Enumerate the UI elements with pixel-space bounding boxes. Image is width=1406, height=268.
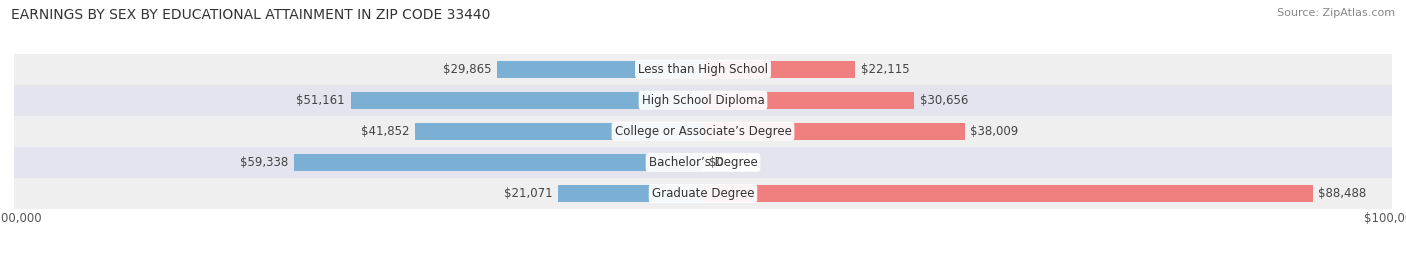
Text: $59,338: $59,338 [240, 156, 288, 169]
Text: High School Diploma: High School Diploma [641, 94, 765, 107]
Text: $0: $0 [709, 156, 723, 169]
Text: Bachelor’s Degree: Bachelor’s Degree [648, 156, 758, 169]
Text: $30,656: $30,656 [920, 94, 969, 107]
Text: $88,488: $88,488 [1319, 187, 1367, 200]
Legend: Male, Female: Male, Female [634, 265, 772, 268]
Bar [498, 61, 703, 78]
Text: Less than High School: Less than High School [638, 63, 768, 76]
Bar [558, 185, 703, 202]
Bar [14, 178, 1392, 209]
Bar [703, 123, 965, 140]
Text: $22,115: $22,115 [860, 63, 910, 76]
Bar [703, 185, 1313, 202]
Bar [703, 92, 914, 109]
Bar [14, 147, 1392, 178]
Text: $38,009: $38,009 [970, 125, 1018, 138]
Bar [14, 54, 1392, 85]
Text: College or Associate’s Degree: College or Associate’s Degree [614, 125, 792, 138]
Text: Source: ZipAtlas.com: Source: ZipAtlas.com [1277, 8, 1395, 18]
Text: Graduate Degree: Graduate Degree [652, 187, 754, 200]
Text: $41,852: $41,852 [361, 125, 409, 138]
Bar [703, 61, 855, 78]
Text: $21,071: $21,071 [503, 187, 553, 200]
Text: $29,865: $29,865 [443, 63, 492, 76]
Bar [350, 92, 703, 109]
Bar [294, 154, 703, 171]
Bar [14, 116, 1392, 147]
Bar [415, 123, 703, 140]
Bar [14, 85, 1392, 116]
Text: EARNINGS BY SEX BY EDUCATIONAL ATTAINMENT IN ZIP CODE 33440: EARNINGS BY SEX BY EDUCATIONAL ATTAINMEN… [11, 8, 491, 22]
Text: $51,161: $51,161 [297, 94, 344, 107]
